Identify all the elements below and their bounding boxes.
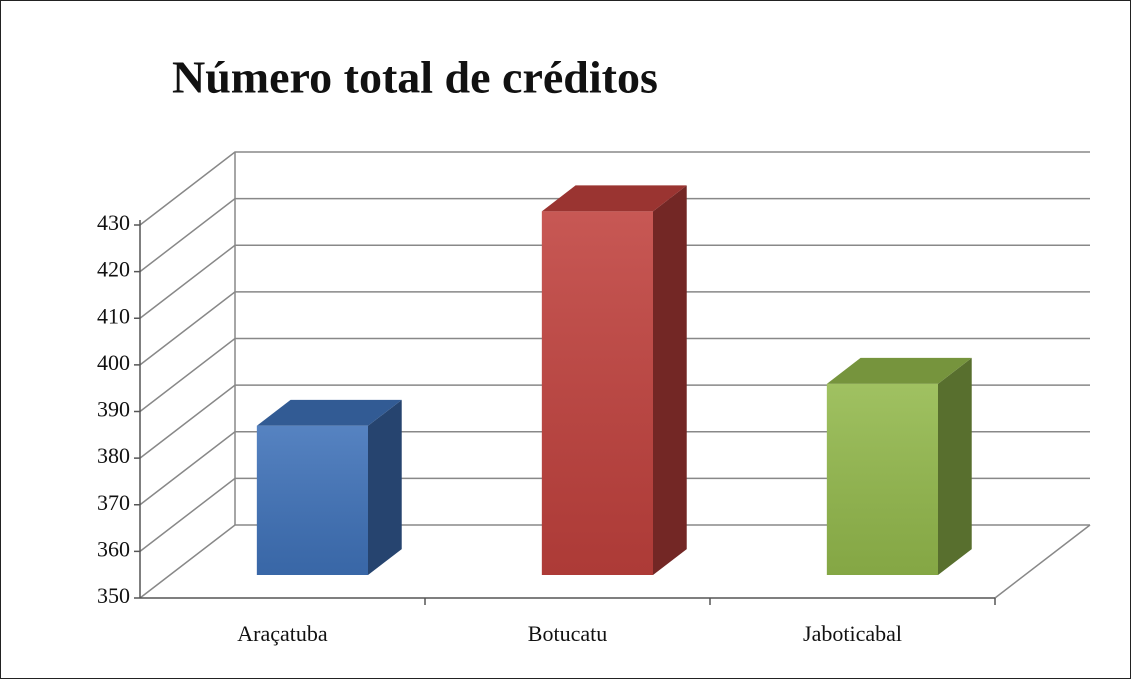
x-tick-label: Jaboticabal [803, 621, 902, 646]
grid-line [139, 244, 1090, 319]
bar [541, 185, 687, 576]
chart-title: Número total de créditos [172, 52, 658, 103]
y-tick-label: 430 [97, 210, 130, 235]
bar-side [938, 357, 972, 576]
floor-edge [994, 524, 1091, 599]
bar-top [826, 357, 972, 384]
grid-line [139, 197, 1090, 273]
bar [256, 399, 402, 576]
grid-line [139, 431, 1090, 506]
bar-side [368, 399, 402, 576]
bar-shade [256, 425, 368, 576]
bar [826, 357, 972, 576]
y-tick-label: 360 [97, 536, 130, 561]
bar-top [256, 399, 402, 426]
y-tick-label: 350 [97, 583, 130, 608]
y-tick-label: 410 [97, 303, 130, 328]
grid-line [139, 524, 1090, 599]
y-tick-label: 370 [97, 490, 130, 515]
bar-shade [541, 211, 653, 576]
grid-line [139, 291, 1090, 366]
grid-line [139, 151, 1090, 226]
y-tick-label: 380 [97, 443, 130, 468]
grid-line [139, 337, 1090, 413]
bar-side [653, 185, 687, 576]
y-tick-label: 390 [97, 397, 130, 422]
x-tick-label: Botucatu [528, 621, 607, 646]
grid-line [139, 477, 1090, 552]
y-tick-label: 420 [97, 257, 130, 282]
grid-line [139, 384, 1090, 459]
bar-top [541, 185, 687, 212]
bar-shade [826, 383, 938, 576]
y-tick-label: 400 [97, 350, 130, 375]
x-tick-label: Araçatuba [237, 621, 328, 646]
